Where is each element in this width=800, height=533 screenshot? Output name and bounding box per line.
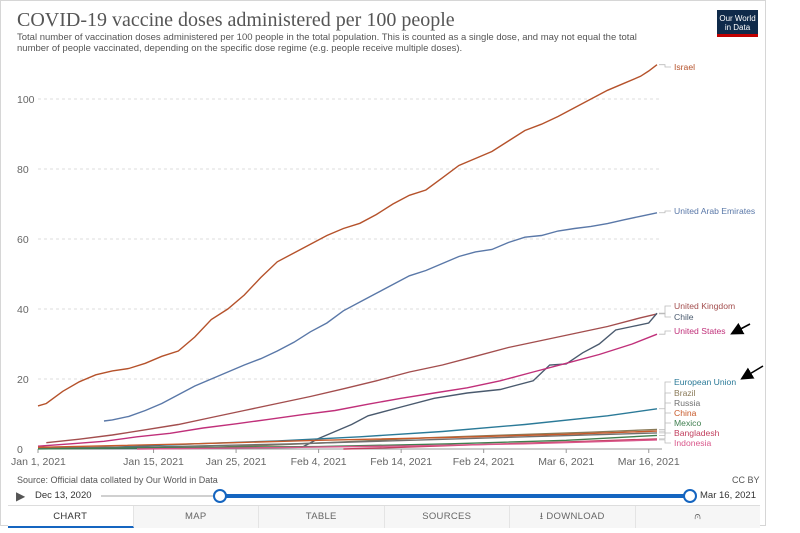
owid-logo[interactable]: Our World in Data [717,10,758,37]
download-icon: ⭳ [539,511,547,522]
series-label: Brazil [674,388,696,398]
series-label: European Union [674,377,736,387]
x-tick-label: Jan 25, 2021 [206,456,267,468]
y-tick-label: 80 [17,164,29,176]
series-label: United States [674,326,726,336]
label-connector [659,64,671,68]
tab-share[interactable]: ⩀ [635,506,760,528]
label-connector [659,422,671,436]
tab-download-label: DOWNLOAD [546,511,605,522]
y-tick-label: 40 [17,304,29,316]
series-line-chile [37,312,658,450]
tab-chart[interactable]: CHART [8,506,134,528]
series-line-indonesia [136,439,658,450]
label-connector [659,330,671,335]
chart-frame: COVID-19 vaccine doses administered per … [0,0,766,528]
series-label: Israel [674,62,695,72]
y-tick-label: 100 [17,94,35,106]
label-connector [659,210,671,214]
timeline-end-handle[interactable] [683,489,697,503]
series-label: Russia [674,398,700,408]
source-note: Source: Official data collated by Our Wo… [17,475,218,485]
series-line-china [37,430,658,448]
series-line-european-union [37,408,658,450]
series-label: Chile [674,312,694,322]
tab-map[interactable]: MAP [133,506,259,528]
y-axis: 0 20 40 60 80 100 [17,94,35,456]
y-tick-label: 0 [17,444,23,456]
x-tick-label: Feb 14, 2021 [370,456,432,468]
timeline-start-handle[interactable] [212,489,227,503]
label-connector [659,305,671,315]
logo-line-1: Our World [719,14,756,23]
timeline-start-label: Dec 13, 2020 [35,490,92,501]
series-label: Mexico [674,418,701,428]
play-icon[interactable]: ▶ [16,489,26,503]
series-line-united-kingdom [46,313,658,444]
arrow-us-annotation [730,322,751,335]
arrow-eu-annotation [740,365,764,380]
series-line-united-states [37,333,658,447]
share-icon: ⩀ [694,511,702,522]
chart-subtitle: Total number of vaccination doses admini… [17,32,637,54]
tab-table-label: TABLE [305,511,337,522]
series-line-united-arab-emirates [103,212,658,422]
series-line-russia [37,432,658,449]
x-tick-label: Mar 6, 2021 [538,456,594,468]
series-label: Indonesia [674,438,711,448]
x-tick-label: Feb 4, 2021 [291,456,347,468]
tab-chart-label: CHART [53,511,88,522]
license-link[interactable]: CC BY [732,475,760,485]
x-tick-label: Jan 15, 2021 [123,456,184,468]
timeline-end-label: Mar 16, 2021 [700,490,756,501]
series-labels: Israel United Arab Emirates United Kingdom… [659,62,755,448]
x-axis: Jan 1, 2021 Jan 15, 2021 Jan 25, 2021 Feb 4… [11,449,680,468]
tab-sources[interactable]: SOURCES [384,506,510,528]
label-connector [659,312,671,318]
series-lines [37,64,658,450]
series-line-mexico [37,434,658,450]
chart-title: COVID-19 vaccine doses administered per … [17,9,455,31]
tab-table[interactable]: TABLE [259,506,385,528]
label-connector [659,432,671,440]
series-label: United Kingdom [674,301,735,311]
tab-sources-label: SOURCES [422,511,472,522]
label-connector [659,439,671,444]
x-tick-label: Mar 16, 2021 [618,456,680,468]
series-line-israel [37,64,658,407]
tab-map-label: MAP [185,511,207,522]
y-tick-label: 60 [17,234,29,246]
y-tick-label: 20 [17,374,29,386]
annotation-arrows [730,322,764,380]
timeline-selected-range [219,494,690,498]
logo-line-2: in Data [724,23,751,32]
series-label: China [674,408,697,418]
label-connector [659,412,671,432]
x-tick-label: Feb 24, 2021 [453,456,515,468]
tab-download[interactable]: ⭳ DOWNLOAD [510,506,636,528]
tab-bar: CHART MAP TABLE SOURCES ⭳ DOWNLOAD ⩀ [8,505,760,528]
x-tick-label: Jan 1, 2021 [11,456,66,468]
gridlines [38,98,662,450]
series-label: Bangladesh [674,428,720,438]
series-label: United Arab Emirates [674,206,755,216]
